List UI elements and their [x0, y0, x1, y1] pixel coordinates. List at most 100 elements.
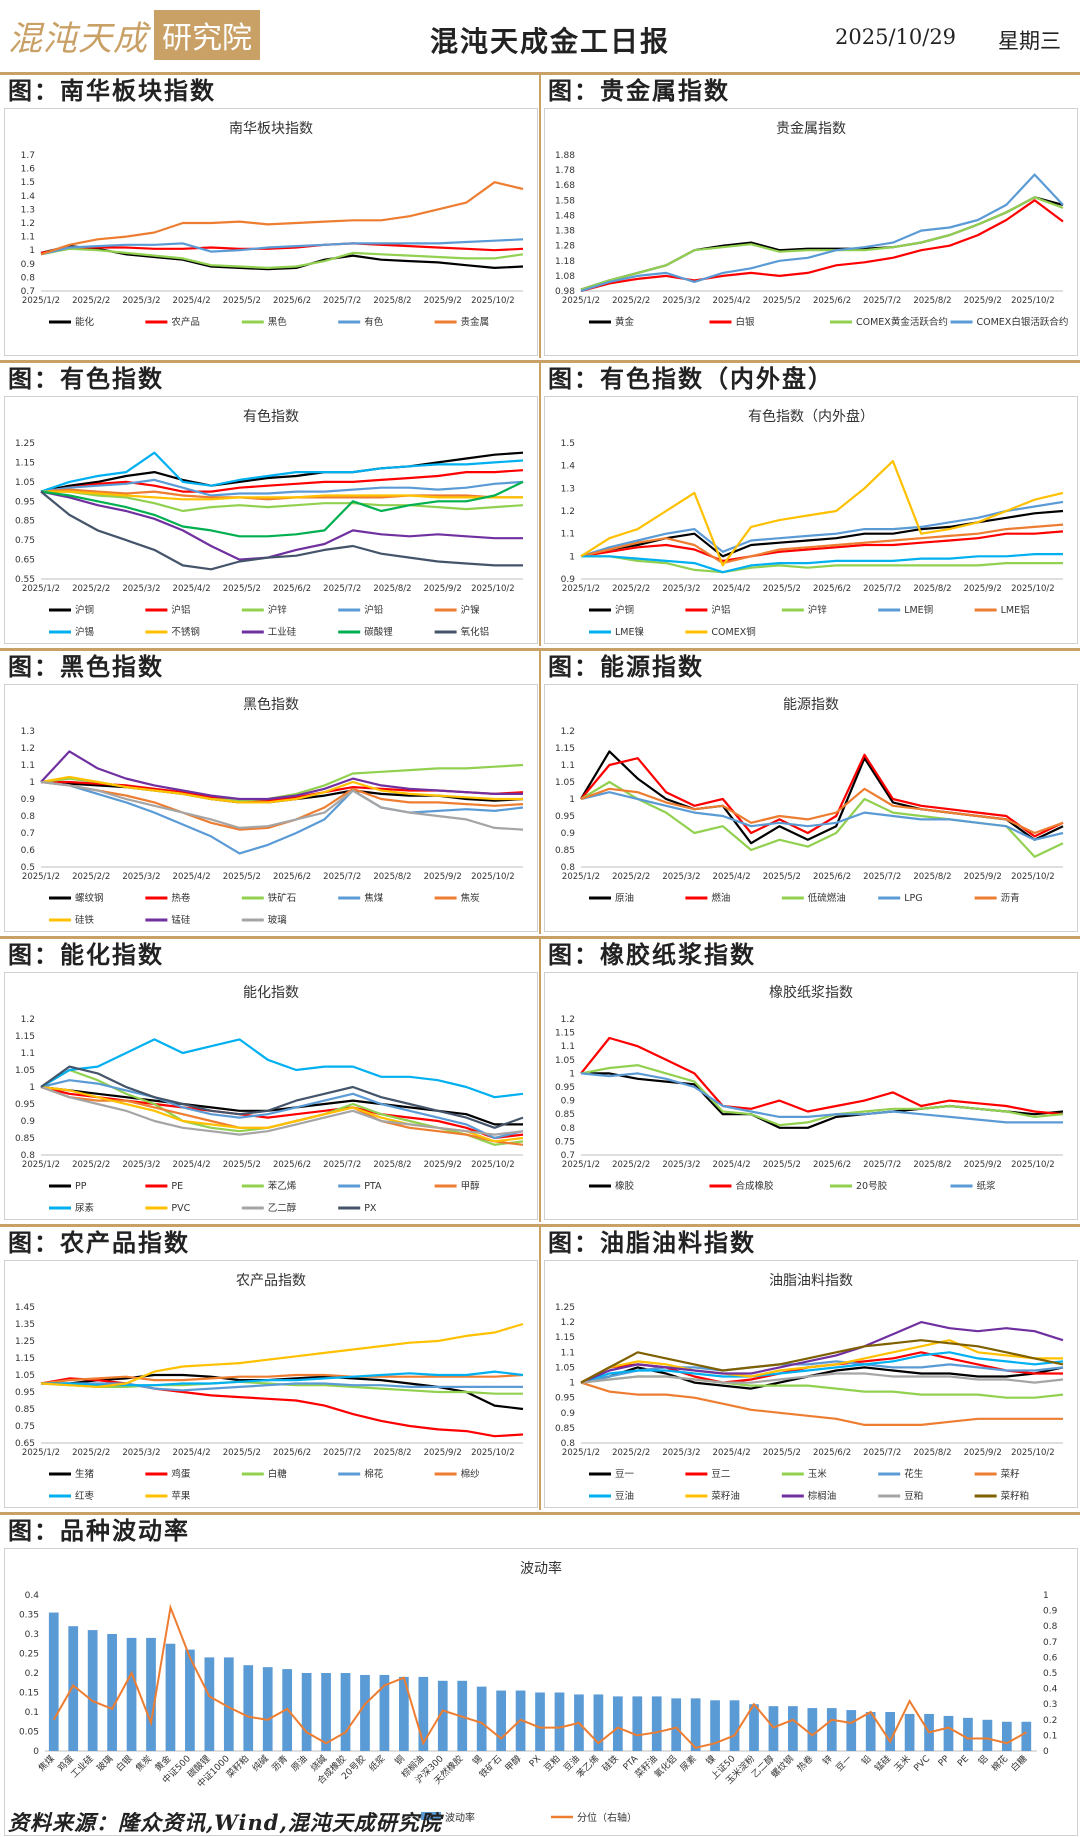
series-line	[52, 1603, 1027, 1750]
x-tick-label: 2025/9/2	[964, 584, 1002, 594]
legend-label: 合成橡胶	[736, 1180, 775, 1192]
y-tick-label: 1.5	[21, 178, 35, 188]
series-line	[580, 1351, 1064, 1384]
legend-label: 甲醇	[461, 1180, 481, 1192]
chart-panel-oils: 油脂油料指数 0.8 0.85 0.9 0.95 1 1.05 1.1 1.15 1.2 1.25 2…	[544, 1260, 1078, 1508]
source-note: 资料来源：隆众资讯,Wind,混沌天成研究院	[8, 1810, 442, 1835]
x-tick-label: 2025/10/2	[1011, 296, 1055, 306]
bar	[399, 1676, 409, 1751]
y-tick-label: 0.7	[21, 829, 35, 839]
y-tick-label: 0.65	[15, 556, 35, 566]
y-tick-label: 1.7	[21, 151, 35, 161]
legend-label: 沪锡	[75, 626, 94, 638]
y-tick-label: 0.85	[555, 1110, 575, 1120]
legend-label: 有色	[364, 316, 384, 328]
category-label: 纯碱	[250, 1753, 271, 1774]
category-label: 铅	[859, 1753, 874, 1768]
x-tick-label: 2025/7/2	[863, 296, 901, 306]
bar	[671, 1698, 682, 1751]
section-heading-ferrous: 图：黑色指数	[8, 652, 164, 681]
y-tick-label: 0.2	[25, 1669, 39, 1679]
x-tick-label: 2025/6/2	[273, 1160, 311, 1170]
y-tick-label: 1.28	[555, 242, 575, 252]
series-line	[580, 780, 1064, 858]
y-tick-label: 1.6	[21, 165, 36, 175]
y-tick-label: 1.05	[15, 1371, 35, 1381]
y-tick-label: 0.1	[25, 1708, 39, 1718]
series-line	[580, 1036, 1064, 1116]
chart-svg-vol: 波动率 0 0.05 0.1 0.15 0.2 0.25 0.3 0.35 0.4 0 0.1 0.2 0…	[19, 1560, 1058, 1824]
series-line	[40, 1038, 524, 1099]
legend-label: 硅铁	[75, 914, 95, 926]
logo-text: 混沌天成	[8, 18, 148, 59]
category-label: PE	[956, 1754, 971, 1769]
section-divider	[0, 360, 1080, 363]
category-label: 氧化铝	[652, 1753, 680, 1781]
legend-label: 白银	[736, 316, 756, 328]
x-tick-label: 2025/7/2	[863, 1160, 901, 1170]
x-tick-label: 2025/4/2	[173, 296, 211, 306]
bar	[651, 1696, 662, 1751]
section-heading-nonferrous: 图：有色指数	[8, 364, 164, 393]
chart-svg-nanhua: 南华板块指数 0.7 0.8 0.9 1 1.1 1.2 1.3 1.4 1.5 1.6 1.7 202…	[21, 121, 524, 328]
y-tick-label: 1.2	[561, 507, 575, 517]
bar	[496, 1690, 506, 1751]
series-line	[40, 490, 523, 571]
legend-label: 苹果	[171, 1490, 191, 1502]
category-label: 白银	[113, 1753, 134, 1774]
x-tick-label: 2025/1/2	[22, 584, 60, 594]
legend-label: 焦煤	[364, 892, 384, 904]
y-tick-label: 1.5	[561, 439, 575, 449]
logo-box: 研究院	[154, 10, 260, 60]
y-tick-label: 0.9	[561, 1409, 576, 1419]
x-tick-label: 2025/10/2	[471, 1160, 515, 1170]
x-tick-label: 2025/2/2	[72, 296, 110, 306]
chart-title: 南华板块指数	[229, 121, 313, 137]
bar	[48, 1612, 59, 1751]
y-tick-label: 1	[569, 795, 575, 805]
bar	[846, 1710, 857, 1751]
series-line	[580, 500, 1064, 558]
y-tick-label: 1.1	[561, 1348, 575, 1358]
y-tick-label: 0.5	[21, 863, 35, 873]
legend-label: PE	[171, 1181, 183, 1192]
report-header: 混沌天成 研究院 混沌天成金工日报 2025/10/29 星期三	[0, 0, 1080, 75]
y-tick-label: 0.75	[15, 536, 35, 546]
bar	[68, 1626, 79, 1751]
y-tick-label: 1.1	[561, 761, 575, 771]
category-label: 硅铁	[600, 1753, 621, 1774]
x-tick-label: 2025/7/2	[863, 872, 901, 882]
y2-tick-label: 0.6	[1043, 1653, 1058, 1663]
section-divider	[0, 1512, 1080, 1515]
report-title: 混沌天成金工日报	[430, 25, 671, 58]
y-tick-label: 0.65	[15, 1439, 35, 1449]
series-line	[580, 1339, 1064, 1384]
bar	[788, 1706, 798, 1751]
y-tick-label: 0.95	[15, 1100, 35, 1110]
category-label: PP	[937, 1754, 952, 1769]
legend-label: 螺纹钢	[75, 892, 104, 904]
column-divider	[539, 650, 541, 934]
legend-label: 热卷	[171, 892, 191, 904]
y-tick-label: 0.6	[21, 846, 36, 856]
category-label: 沥青	[269, 1753, 290, 1774]
legend-label: 原油	[615, 892, 634, 904]
chart-title: 有色指数	[243, 408, 299, 425]
y-tick-label: 1.15	[15, 1032, 35, 1042]
y-tick-label: 0.95	[15, 497, 35, 507]
series-line	[580, 1381, 1063, 1426]
category-label: 尿素	[678, 1753, 699, 1774]
category-label: 锌	[820, 1753, 835, 1768]
brand-logo: 混沌天成 研究院	[8, 6, 260, 64]
y-tick-label: 1.05	[555, 778, 575, 788]
legend-label: LME铜	[904, 604, 933, 616]
y-tick-label: 1.15	[15, 1354, 35, 1364]
x-tick-label: 2025/4/2	[713, 872, 751, 882]
series-line	[581, 1072, 1064, 1129]
y-tick-label: 1.05	[555, 1363, 575, 1373]
section-heading-energy: 图：能源指数	[548, 652, 704, 681]
x-tick-label: 2025/3/2	[662, 296, 700, 306]
bar	[885, 1712, 896, 1751]
legend-label: PX	[364, 1203, 377, 1214]
